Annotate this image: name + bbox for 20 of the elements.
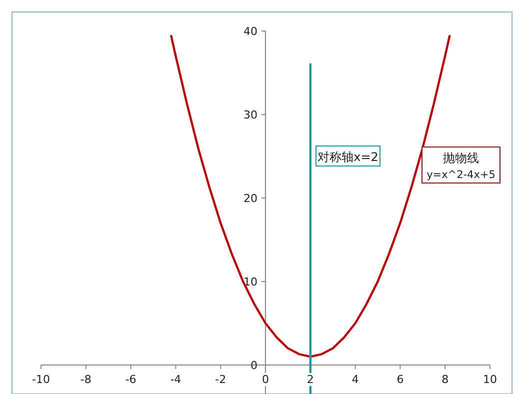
x-tick-label: 8 — [442, 373, 449, 386]
annotation: 对称轴x=2 — [318, 150, 378, 164]
x-tick-label: -8 — [80, 373, 92, 386]
x-tick-label: 2 — [306, 373, 314, 386]
x-tick-label: -2 — [215, 373, 226, 386]
x-tick-label: -6 — [125, 373, 136, 386]
y-tick-label: 40 — [244, 25, 258, 38]
y-tick-label: 10 — [244, 276, 258, 288]
y-tick-label: 20 — [244, 192, 258, 205]
annotation: 抛物线 y=x^2-4x+5 — [426, 151, 496, 181]
x-tick-label: 10 — [483, 373, 497, 386]
x-tick-label: 4 — [352, 373, 359, 386]
annotation: 对称轴x=2 — [316, 146, 380, 166]
x-tick-label: 0 — [262, 373, 269, 386]
annotation: 抛物线 y=x^2-4x+5 — [422, 146, 500, 184]
y-tick-label: 30 — [244, 108, 258, 122]
x-tick-label: -4 — [170, 373, 182, 386]
x-tick-label: -10 — [32, 373, 50, 386]
y-tick-label: 0 — [250, 359, 258, 372]
x-tick-label: 6 — [396, 373, 404, 386]
